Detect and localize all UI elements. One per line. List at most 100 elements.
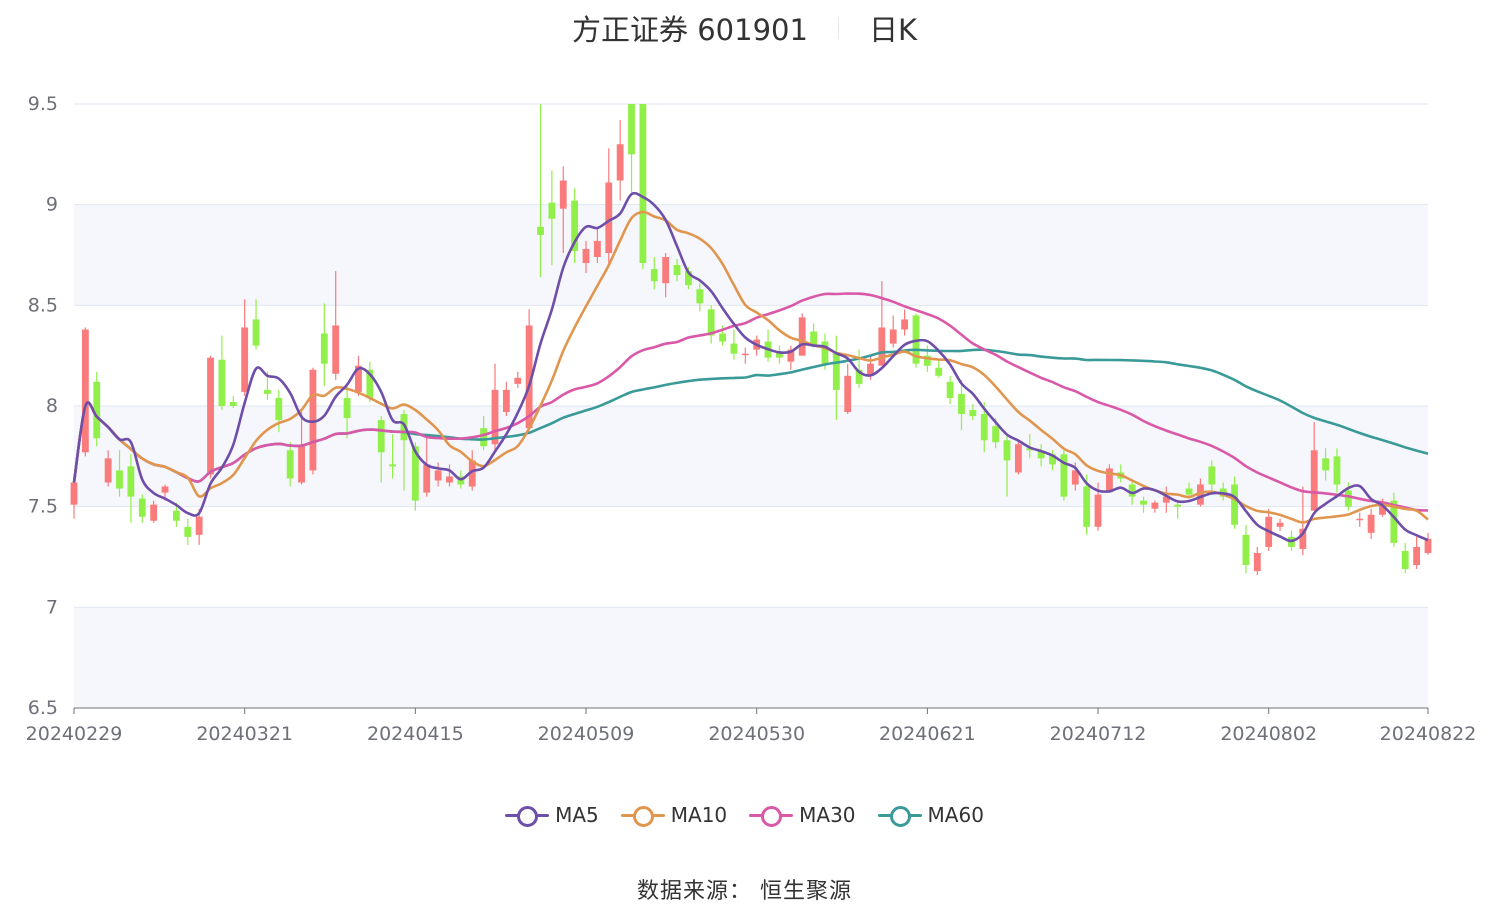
legend-item-ma10[interactable]: MA10 bbox=[620, 803, 727, 827]
candle-body bbox=[605, 182, 613, 253]
ma5-line bbox=[72, 191, 1429, 543]
candle-body bbox=[1310, 450, 1318, 511]
candle-body bbox=[1242, 534, 1250, 566]
x-tick-label: 20240530 bbox=[708, 723, 805, 745]
candle-body bbox=[264, 389, 271, 394]
candle-body bbox=[127, 466, 135, 497]
candle-body bbox=[332, 325, 340, 374]
candle-body bbox=[81, 329, 89, 453]
title-separator bbox=[837, 17, 839, 39]
candle-body bbox=[901, 319, 909, 330]
legend-marker-icon bbox=[749, 805, 794, 827]
candle-body bbox=[377, 420, 385, 453]
y-tick-label: 9.5 bbox=[28, 93, 58, 115]
candle-body bbox=[195, 516, 203, 535]
candle-body bbox=[537, 226, 544, 235]
candle-body bbox=[434, 470, 442, 481]
candle-body bbox=[844, 375, 852, 413]
candle-body bbox=[525, 325, 533, 429]
candle-body bbox=[252, 319, 260, 346]
candle-body bbox=[867, 363, 874, 376]
candle-body bbox=[93, 381, 101, 439]
candle-body bbox=[150, 504, 158, 521]
candle-body bbox=[1003, 440, 1011, 461]
candle-body bbox=[776, 351, 783, 358]
candle-body bbox=[1140, 500, 1147, 505]
legend-item-ma60[interactable]: MA60 bbox=[877, 803, 984, 827]
candle-body bbox=[275, 397, 283, 421]
x-tick-label: 20240321 bbox=[196, 723, 293, 745]
candle-body bbox=[616, 144, 624, 181]
candle-body bbox=[116, 470, 123, 489]
candle-body bbox=[958, 393, 965, 415]
candle-body bbox=[832, 353, 840, 390]
candle-body bbox=[1049, 454, 1056, 465]
candle-body bbox=[298, 446, 305, 483]
x-tick-label: 20240802 bbox=[1220, 723, 1317, 745]
candle-body bbox=[1151, 502, 1159, 509]
candle-body bbox=[1037, 450, 1045, 459]
candle-body bbox=[650, 269, 658, 282]
candle-body bbox=[1253, 552, 1261, 572]
candle-body bbox=[1344, 490, 1352, 507]
x-tick-label: 20240229 bbox=[26, 723, 123, 745]
candle-body bbox=[1424, 538, 1432, 553]
candle-body bbox=[730, 343, 738, 354]
candle-body bbox=[1379, 502, 1386, 515]
candle-body bbox=[400, 414, 408, 441]
candle-body bbox=[480, 428, 488, 447]
candle-body bbox=[889, 329, 897, 344]
candle-body bbox=[468, 460, 476, 487]
y-tick-label: 8.5 bbox=[28, 294, 58, 316]
candle-body bbox=[798, 317, 806, 356]
candle-body bbox=[685, 271, 692, 286]
candle-body bbox=[229, 401, 237, 406]
candle-body bbox=[1276, 522, 1284, 527]
candle-body bbox=[1413, 546, 1421, 566]
y-tick-label: 7.5 bbox=[28, 496, 58, 518]
grid-band bbox=[74, 607, 1428, 708]
y-tick-label: 9 bbox=[46, 194, 58, 216]
candle-body bbox=[218, 359, 226, 406]
candle-body bbox=[1322, 458, 1330, 471]
candle-body bbox=[582, 248, 590, 264]
candle-body bbox=[355, 365, 362, 392]
candle-body bbox=[662, 257, 670, 284]
candle-body bbox=[992, 426, 1000, 443]
candle-body bbox=[343, 397, 351, 419]
legend-item-ma5[interactable]: MA5 bbox=[505, 803, 599, 827]
candle-body bbox=[593, 240, 601, 258]
candle-body bbox=[1128, 484, 1136, 497]
x-tick-label: 20240415 bbox=[367, 723, 464, 745]
candle-body bbox=[1105, 468, 1113, 491]
candle-body bbox=[628, 104, 635, 155]
candle-body bbox=[491, 389, 499, 445]
candle-body bbox=[707, 309, 715, 336]
ma30-line bbox=[72, 292, 1429, 512]
candle-body bbox=[1390, 500, 1398, 543]
candle-body bbox=[172, 510, 180, 521]
legend-item-ma30[interactable]: MA30 bbox=[749, 803, 856, 827]
legend-label: MA60 bbox=[927, 803, 984, 827]
candle-body bbox=[1208, 466, 1216, 485]
candle-body bbox=[810, 331, 817, 346]
candle-body bbox=[639, 104, 647, 264]
candle-body bbox=[741, 353, 749, 356]
legend-label: MA30 bbox=[799, 803, 856, 827]
candle-body bbox=[1299, 528, 1307, 549]
candle-body bbox=[787, 349, 795, 362]
candle-body bbox=[411, 446, 419, 501]
data-source: 数据来源： 恒生聚源 bbox=[637, 879, 852, 904]
candle-body bbox=[559, 180, 567, 209]
candle-body bbox=[935, 367, 943, 376]
candle-body bbox=[320, 333, 328, 364]
candle-body bbox=[184, 526, 192, 537]
candle-body bbox=[878, 327, 886, 366]
x-tick-label: 20240509 bbox=[538, 723, 635, 745]
legend-marker-icon bbox=[505, 805, 550, 827]
candle-body bbox=[696, 289, 704, 304]
candle-body bbox=[548, 202, 556, 219]
chart-title: 方正证券 601901 日K bbox=[0, 8, 1489, 48]
candle-body bbox=[946, 381, 954, 398]
